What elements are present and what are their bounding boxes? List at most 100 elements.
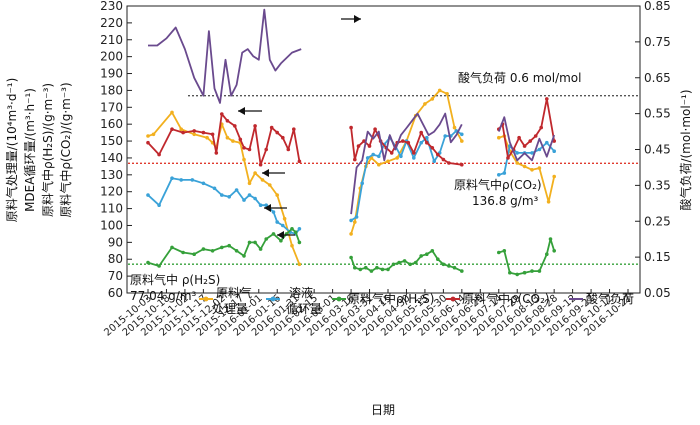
data-point <box>530 151 534 155</box>
data-point <box>190 178 195 182</box>
data-point <box>522 144 527 148</box>
right-tick-label: 0.05 <box>644 286 671 300</box>
right-tick-label: 0.25 <box>644 214 671 228</box>
data-point <box>293 230 298 234</box>
data-point <box>146 193 150 197</box>
data-point <box>151 132 156 137</box>
data-point <box>548 237 553 241</box>
left-tick-label: 180 <box>100 83 123 97</box>
series-2 <box>146 227 556 277</box>
legend-treat-line1: 原料气 <box>216 285 252 300</box>
left-tick-label: 70 <box>108 269 123 283</box>
left-axis-title-line2: MDEA循环量/(m³·h⁻¹) <box>23 88 37 212</box>
data-point <box>297 240 302 245</box>
left-tick-label: 100 <box>100 218 123 232</box>
data-point <box>220 112 224 116</box>
data-point <box>279 238 283 243</box>
left-y-axis-ticks: 230 220 210 200 190 180 170 160 150 140 130 120 110 1… <box>100 0 132 300</box>
data-point <box>408 262 413 267</box>
data-point <box>170 127 174 131</box>
data-point <box>264 203 269 207</box>
data-point <box>360 181 365 186</box>
series-line <box>147 111 301 265</box>
data-point <box>497 173 501 177</box>
left-axis-title-line4: 原料气中ρ(CO₂)/(g·m⁻³) <box>58 82 73 217</box>
right-tick-label: 0.35 <box>644 178 671 192</box>
data-point <box>413 260 418 265</box>
data-point <box>181 130 185 135</box>
data-point <box>271 232 276 236</box>
data-point <box>430 249 435 253</box>
x-axis-title: 日期 <box>371 403 395 417</box>
data-point <box>146 260 150 265</box>
data-point <box>247 147 252 152</box>
data-point <box>234 188 239 192</box>
data-point <box>430 146 435 150</box>
data-point <box>179 127 183 131</box>
legend-item-circulation: 溶液 循环量 <box>266 285 322 316</box>
data-point <box>528 139 532 143</box>
data-point <box>377 162 381 167</box>
data-point <box>354 215 359 219</box>
data-point <box>436 257 440 262</box>
data-point <box>179 178 183 182</box>
data-point <box>371 152 376 157</box>
data-point <box>242 198 246 202</box>
left-tick-label: 140 <box>100 151 123 165</box>
data-point <box>432 159 437 164</box>
data-point <box>412 156 416 160</box>
left-axis-title-line1: 原料气处理量/(10⁴m³·d⁻¹) <box>4 78 19 223</box>
data-point <box>437 88 442 93</box>
series-line <box>148 8 302 104</box>
arrow-head <box>354 15 361 23</box>
data-point <box>170 176 174 180</box>
series-line <box>350 112 463 215</box>
data-point <box>205 135 209 140</box>
arrow-head <box>238 107 245 115</box>
h2s-annotation-line1: 原料气中 ρ(H₂S) <box>130 272 220 287</box>
data-point <box>539 125 543 130</box>
data-point <box>258 247 263 251</box>
data-point <box>210 249 215 253</box>
x-axis-ticks: 2015-10-032015-10-182015-11-022015-11-17… <box>102 289 634 339</box>
data-point <box>290 243 294 248</box>
series-group <box>146 8 556 277</box>
left-tick-label: 60 <box>108 286 123 300</box>
left-tick-label: 90 <box>108 235 123 249</box>
data-point <box>419 140 424 145</box>
data-point <box>460 139 464 143</box>
data-point <box>412 151 416 155</box>
data-point <box>227 195 231 199</box>
data-point <box>242 146 246 150</box>
data-point <box>225 119 230 123</box>
data-point <box>452 265 457 270</box>
data-point <box>220 245 224 250</box>
data-point <box>146 134 150 138</box>
data-point <box>533 134 538 138</box>
arrow-head <box>277 231 284 239</box>
data-point <box>430 97 435 101</box>
data-point <box>297 159 302 164</box>
data-point <box>264 147 269 152</box>
legend-load-label: 酸气负荷 <box>586 291 634 306</box>
data-point <box>377 154 381 159</box>
data-point <box>419 254 424 258</box>
data-point <box>517 135 521 140</box>
data-point <box>157 152 161 157</box>
right-axis-title: 酸气负荷/(mol·mol⁻¹) <box>678 89 693 210</box>
data-point <box>253 240 257 245</box>
data-point <box>264 237 269 241</box>
data-point <box>201 130 206 135</box>
left-tick-label: 130 <box>100 168 123 182</box>
data-point <box>281 135 285 140</box>
data-point <box>502 249 507 253</box>
arrow-head <box>262 169 269 177</box>
data-point <box>537 269 542 273</box>
data-point <box>247 193 252 197</box>
legend-item-acid-load: 酸气负荷 <box>569 291 634 306</box>
data-point <box>389 151 394 155</box>
data-point <box>497 135 501 140</box>
data-point <box>522 164 527 169</box>
data-point <box>225 135 230 140</box>
data-point <box>181 250 185 255</box>
